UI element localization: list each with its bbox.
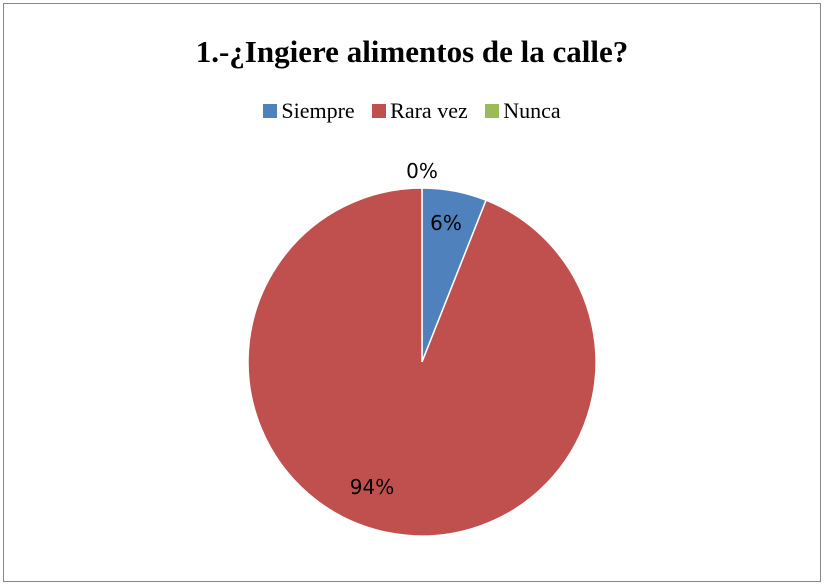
legend-item-nunca: Nunca	[485, 98, 561, 124]
legend-item-siempre: Siempre	[263, 98, 355, 124]
data-label-siempre: 6%	[430, 211, 462, 235]
pie-slice-rara-vez	[247, 187, 597, 537]
pie-slices	[247, 187, 597, 537]
pie-labels: 6% 94% 0%	[350, 159, 462, 499]
legend-item-rara-vez: Rara vez	[372, 98, 468, 124]
legend-label-siempre: Siempre	[281, 98, 355, 123]
legend-swatch-rara-vez	[372, 104, 387, 118]
data-label-rara-vez: 94%	[350, 475, 394, 499]
legend-swatch-nunca	[485, 104, 500, 118]
legend-label-nunca: Nunca	[503, 98, 561, 123]
chart-legend: Siempre Rara vez Nunca	[4, 98, 820, 124]
chart-title: 1.-¿Ingiere alimentos de la calle?	[195, 34, 629, 69]
legend-label-rara-vez: Rara vez	[390, 98, 468, 123]
legend-swatch-siempre	[263, 104, 278, 118]
data-label-nunca: 0%	[406, 159, 438, 183]
